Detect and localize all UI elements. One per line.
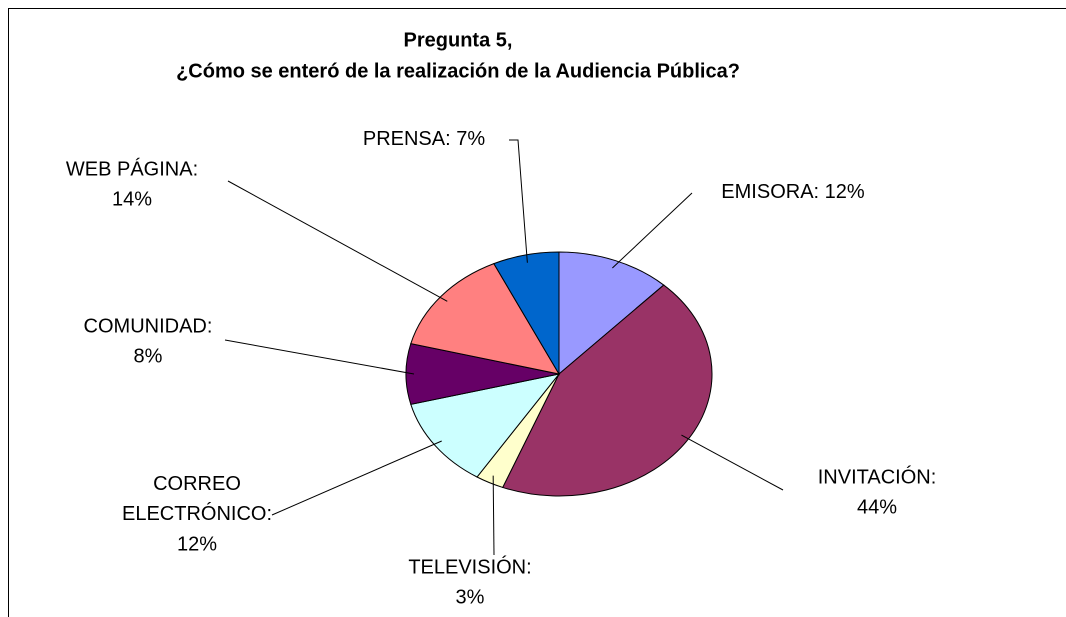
leader-line (227, 180, 448, 302)
leader-line (224, 339, 415, 375)
pie-slice (410, 373, 561, 478)
category-line: ELECTRÓNICO: (122, 502, 272, 525)
value-label: 7% (456, 128, 485, 150)
category-label: WEB PÁGINA: (66, 157, 198, 180)
leader-line (509, 139, 528, 263)
category-label: EMISORA: (721, 181, 819, 203)
chart-subtitle: ¿Cómo se enteró de la realización de la … (176, 60, 740, 82)
value-label: 8% (134, 345, 163, 367)
value-label: 44% (857, 496, 897, 518)
pie-slice (558, 251, 665, 376)
leader-line (271, 440, 442, 516)
pie-slice (410, 262, 561, 375)
category-label: COMUNIDAD: (84, 315, 213, 337)
value-label: 12% (177, 533, 217, 555)
value-label: 14% (112, 188, 152, 210)
chart-title: Pregunta 5, (404, 29, 513, 51)
pie-slice (493, 251, 560, 376)
leader-line (681, 434, 784, 491)
category-label: INVITACIÓN: (818, 465, 937, 488)
leader-line (612, 192, 693, 269)
leader-line (492, 475, 495, 556)
category-label: PRENSA: (363, 128, 451, 150)
value-label: 12% (825, 181, 865, 203)
category-line: CORREO (153, 473, 241, 495)
data-label: PRENSA: 7% (363, 128, 485, 150)
chart-frame (8, 8, 1066, 617)
value-label: 3% (456, 586, 485, 608)
category-label: TELEVISIÓN: (408, 555, 531, 578)
data-label: EMISORA: 12% (721, 181, 865, 203)
category-label: CORREO ELECTRÓNICO: (122, 473, 272, 525)
pie-slice (501, 284, 713, 497)
